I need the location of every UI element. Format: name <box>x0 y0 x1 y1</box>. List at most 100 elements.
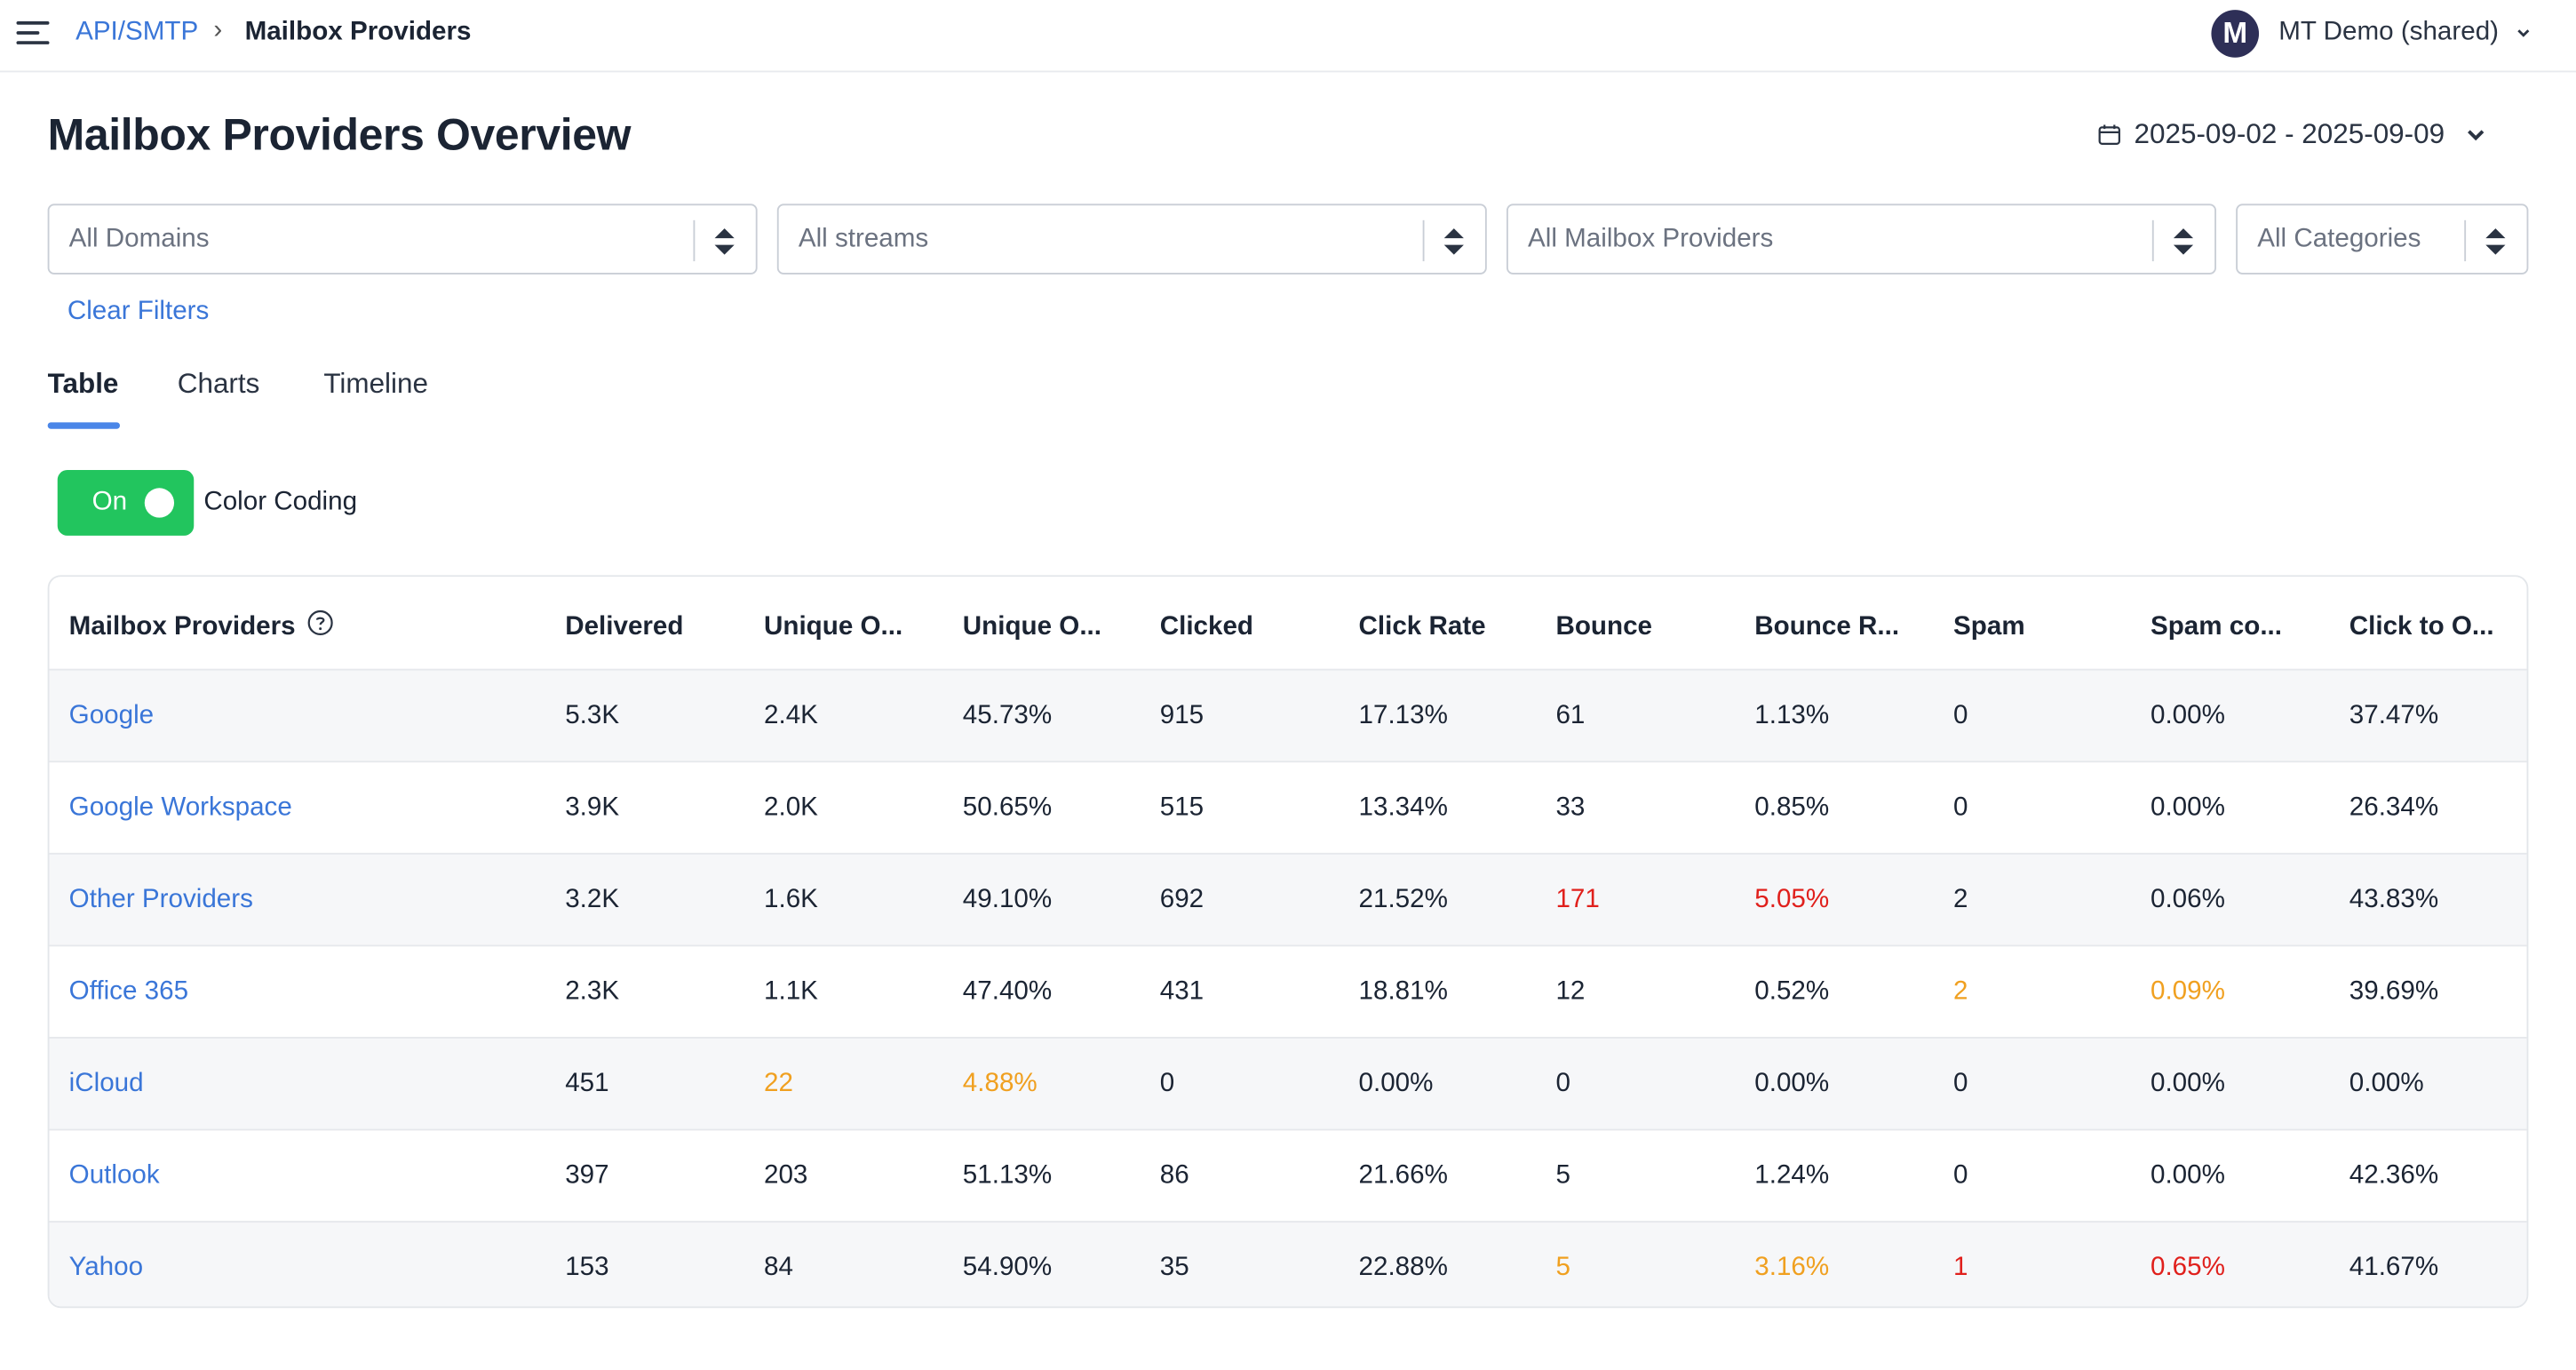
sort-arrows-icon <box>1443 228 1464 255</box>
click-to-open-cell: 37.47% <box>2349 701 2439 730</box>
active-tab-indicator <box>47 422 121 429</box>
sort-arrows-icon <box>2173 228 2194 255</box>
column-header[interactable]: Spam co... <box>2150 612 2283 641</box>
toggle-state-label: On <box>91 488 128 516</box>
clicked-cell: 915 <box>1159 701 1205 730</box>
domain-select[interactable]: All Domains <box>47 203 758 275</box>
select-divider <box>2464 219 2467 262</box>
unique-opens-cell: 203 <box>764 1161 808 1191</box>
spam-cell: 0 <box>1953 1070 1968 1098</box>
date-range-text: 2025-09-02 - 2025-09-09 <box>2134 118 2445 150</box>
chevron-down-icon <box>2517 29 2530 37</box>
unique-opens-cell: 2.4K <box>764 701 818 730</box>
column-header[interactable]: Bounce <box>1555 612 1652 641</box>
account-menu[interactable]: M MT Demo (shared) <box>2211 8 2532 57</box>
column-header[interactable]: Delivered <box>565 612 684 641</box>
provider-cell[interactable]: iCloud <box>68 1070 144 1098</box>
column-header[interactable]: Click Rate <box>1358 612 1486 641</box>
provider-cell[interactable]: Outlook <box>68 1161 160 1191</box>
provider-cell[interactable]: Google Workspace <box>68 793 292 822</box>
tab-table[interactable]: Table <box>47 368 119 400</box>
provider-select[interactable]: All Mailbox Providers <box>1506 203 2216 275</box>
click-rate-cell: 13.34% <box>1358 793 1448 822</box>
unique-open-rate-cell: 4.88% <box>962 1070 1038 1098</box>
unique-open-rate-cell: 50.65% <box>962 793 1053 822</box>
category-select[interactable]: All Categories <box>2236 203 2529 275</box>
help-circle-icon[interactable] <box>307 609 334 636</box>
click-to-open-cell: 42.36% <box>2349 1161 2439 1191</box>
table-row: Yahoo 153 84 54.90% 35 22.88% 5 3.16% 1 0.65% 41.6… <box>49 1221 2527 1307</box>
unique-opens-cell: 2.0K <box>764 793 818 822</box>
date-range-picker[interactable]: 2025-09-02 - 2025-09-09 <box>2098 118 2487 151</box>
column-header[interactable]: Clicked <box>1159 612 1254 641</box>
spam-complaint-rate-cell: 0.00% <box>2150 1161 2225 1191</box>
spam-complaint-rate-cell: 0.06% <box>2150 885 2225 914</box>
delivered-cell: 397 <box>565 1161 609 1191</box>
bounce-rate-cell: 1.24% <box>1754 1161 1830 1191</box>
select-divider <box>693 219 696 262</box>
provider-cell[interactable]: Google <box>68 701 155 730</box>
calendar-icon <box>2098 124 2120 145</box>
top-bar: API/SMTP › Mailbox Providers M MT Demo (… <box>0 0 2576 73</box>
clicked-cell: 35 <box>1159 1254 1189 1282</box>
bounce-rate-cell: 0.52% <box>1754 977 1830 1006</box>
hamburger-menu-icon[interactable] <box>16 20 50 46</box>
click-rate-cell: 17.13% <box>1358 701 1448 730</box>
tab-charts[interactable]: Charts <box>177 368 260 400</box>
unique-opens-cell: 1.1K <box>764 977 818 1006</box>
account-name: MT Demo (shared) <box>2278 18 2500 46</box>
bounce-rate-cell: 3.16% <box>1754 1254 1830 1282</box>
spam-cell: 2 <box>1953 885 1968 914</box>
toggle-knob <box>144 488 175 518</box>
bounce-rate-cell: 5.05% <box>1754 885 1830 914</box>
click-to-open-cell: 26.34% <box>2349 793 2439 822</box>
bounce-cell: 0 <box>1555 1070 1570 1098</box>
unique-opens-cell: 1.6K <box>764 885 818 914</box>
delivered-cell: 3.2K <box>565 885 620 914</box>
table-row: Google Workspace 3.9K 2.0K 50.65% 515 13.34% 3… <box>49 761 2527 853</box>
tab-timeline[interactable]: Timeline <box>323 368 428 400</box>
provider-cell[interactable]: Yahoo <box>68 1254 144 1282</box>
delivered-cell: 451 <box>565 1070 609 1098</box>
click-to-open-cell: 43.83% <box>2349 885 2439 914</box>
clicked-cell: 86 <box>1159 1161 1189 1191</box>
click-to-open-cell: 39.69% <box>2349 977 2439 1006</box>
spam-cell: 0 <box>1953 793 1968 822</box>
avatar: M <box>2211 9 2260 57</box>
column-header[interactable]: Click to O... <box>2349 612 2494 641</box>
column-header[interactable]: Spam <box>1953 612 2025 641</box>
unique-opens-cell: 84 <box>764 1254 793 1282</box>
provider-cell[interactable]: Other Providers <box>68 885 253 914</box>
column-header[interactable]: Unique O... <box>764 612 903 641</box>
breadcrumb-api-smtp-link[interactable]: API/SMTP <box>76 18 199 46</box>
spam-complaint-rate-cell: 0.09% <box>2150 977 2225 1006</box>
clear-filters-link[interactable]: Clear Filters <box>67 297 210 326</box>
column-header[interactable]: Mailbox Providers <box>68 612 296 641</box>
clicked-cell: 431 <box>1159 977 1205 1006</box>
table-row: Outlook 397 203 51.13% 86 21.66% 5 1.24% 0 0.00% 4… <box>49 1128 2527 1222</box>
clicked-cell: 692 <box>1159 885 1205 914</box>
clicked-cell: 0 <box>1159 1070 1175 1098</box>
delivered-cell: 2.3K <box>565 977 620 1006</box>
spam-cell: 1 <box>1953 1254 1968 1282</box>
column-header[interactable]: Unique O... <box>962 612 1102 641</box>
bounce-rate-cell: 1.13% <box>1754 701 1830 730</box>
delivered-cell: 153 <box>565 1254 609 1282</box>
provider-cell[interactable]: Office 365 <box>68 977 189 1006</box>
spam-cell: 0 <box>1953 1161 1968 1191</box>
click-rate-cell: 18.81% <box>1358 977 1448 1006</box>
clicked-cell: 515 <box>1159 793 1205 822</box>
column-header[interactable]: Bounce R... <box>1754 612 1900 641</box>
color-coding-label: Color Coding <box>203 488 358 516</box>
click-rate-cell: 22.88% <box>1358 1254 1448 1282</box>
spam-complaint-rate-cell: 0.00% <box>2150 793 2225 822</box>
color-coding-toggle[interactable]: On <box>57 469 195 536</box>
delivered-cell: 3.9K <box>565 793 620 822</box>
bounce-cell: 5 <box>1555 1254 1570 1282</box>
stream-select[interactable]: All streams <box>776 203 1487 275</box>
spam-complaint-rate-cell: 0.00% <box>2150 1070 2225 1098</box>
domain-select-value: All Domains <box>68 225 210 253</box>
sort-arrows-icon <box>714 228 735 255</box>
click-rate-cell: 21.52% <box>1358 885 1448 914</box>
select-divider <box>1422 219 1425 262</box>
